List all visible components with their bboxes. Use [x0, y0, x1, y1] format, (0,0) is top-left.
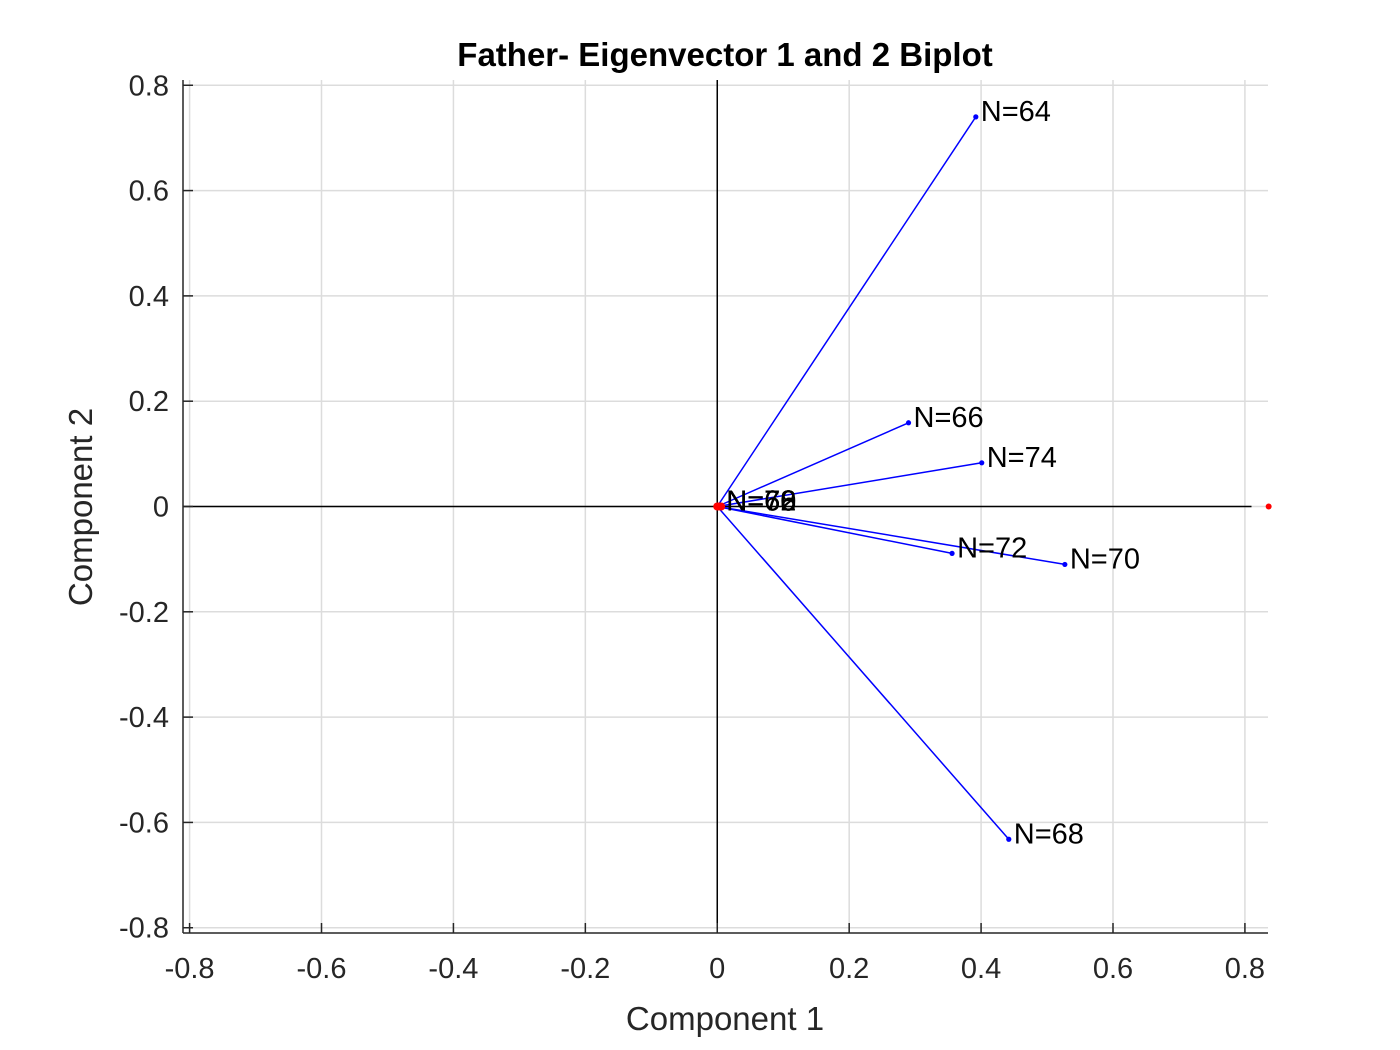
vector-label: N=64	[981, 96, 1051, 128]
vector-endpoint	[973, 114, 979, 120]
y-tick-label: 0.4	[129, 281, 169, 313]
vector-label: N=78	[726, 486, 796, 518]
y-tick-label: 0.2	[129, 386, 169, 418]
vector-endpoint	[905, 420, 912, 426]
vector-line	[716, 422, 909, 508]
y-tick-label: -0.8	[119, 913, 169, 945]
vector-endpoint	[979, 460, 985, 466]
loading-vectors	[716, 114, 1068, 842]
x-tick-label: 0.2	[829, 953, 869, 985]
score-point	[1265, 503, 1272, 510]
vector-line	[716, 506, 1010, 840]
y-tick-label: -0.6	[119, 807, 169, 839]
x-tick-label: 0.8	[1225, 953, 1265, 985]
score-points	[713, 502, 1272, 511]
x-tick-label: 0	[709, 953, 725, 985]
y-tick-label: -0.2	[119, 597, 169, 629]
x-tick-label: -0.4	[428, 953, 478, 985]
vector-line	[717, 505, 953, 555]
vector-label: N=60	[726, 486, 796, 518]
vector-label: N=70	[1070, 543, 1140, 575]
vector-label: N=72	[957, 532, 1027, 564]
y-tick-label: 0.6	[129, 176, 169, 208]
x-tick-label: 0.4	[961, 953, 1001, 985]
y-axis-label: Component 2	[62, 408, 99, 606]
vector-endpoint	[1062, 561, 1068, 568]
x-tick-label: -0.6	[297, 953, 347, 985]
x-axis-label: Component 1	[626, 1000, 824, 1037]
x-tick-label: 0.6	[1093, 953, 1133, 985]
vector-labels: N=64 N=66N=74 N=72 N=70 N=68 N=60N=62N=76N=78	[726, 96, 1140, 850]
y-tick-label: 0.8	[129, 70, 169, 102]
vector-endpoint	[1006, 836, 1012, 842]
vector-endpoint	[949, 550, 955, 556]
x-tick-label: -0.8	[165, 953, 215, 985]
vector-label: N=68	[1014, 818, 1084, 850]
chart-title: Father- Eigenvector 1 and 2 Biplot	[457, 36, 992, 73]
x-tick-label: -0.2	[560, 953, 610, 985]
vector-label: N=62	[726, 486, 796, 518]
vector-label: N=76	[726, 486, 796, 518]
y-tick-label: -0.4	[119, 702, 169, 734]
vector-line	[717, 505, 1065, 566]
vector-label: N=74	[987, 442, 1057, 474]
y-tick-label: 0	[153, 492, 169, 524]
vector-label: N=66	[914, 402, 984, 434]
vector-line	[716, 116, 977, 507]
vector-line	[717, 462, 982, 508]
ticks: -0.8 -0.6 -0.4 -0.2 0 0.2 0.4 0.6 0.8 0.8 0.6 0.4 0.…	[119, 70, 1265, 985]
score-point	[717, 502, 726, 511]
